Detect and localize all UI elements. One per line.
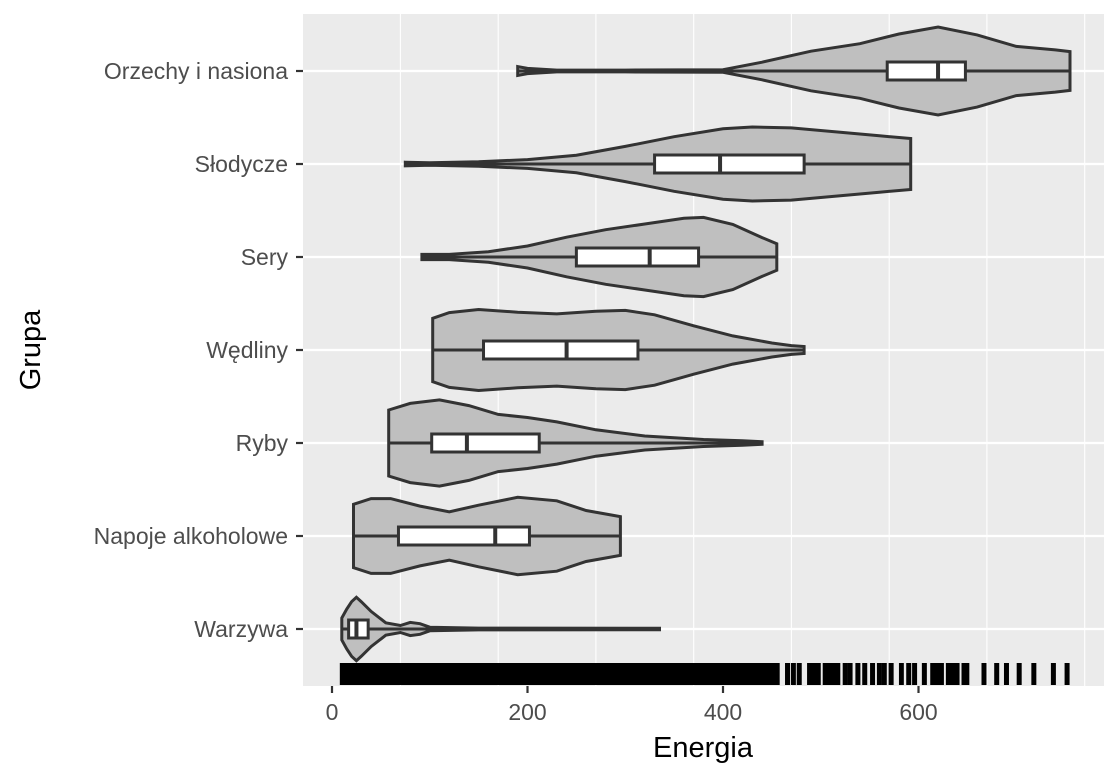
rug-tick (1064, 663, 1070, 685)
rug-tick (888, 663, 894, 685)
x-tick-label: 200 (508, 699, 546, 725)
y-tick-label: Wędliny (206, 337, 288, 363)
rug-tick (1003, 663, 1009, 685)
rug-tick (862, 663, 868, 685)
rug-block (807, 663, 821, 685)
box-5 (396, 525, 531, 547)
box-1 (653, 153, 806, 175)
y-axis-title: Grupa (15, 309, 47, 390)
rug-tick (1016, 663, 1022, 685)
rug-block (822, 663, 841, 685)
y-tick-label: Słodycze (195, 151, 288, 177)
y-tick-label: Ryby (236, 430, 289, 456)
rug-tick (881, 663, 887, 685)
rug-tick (842, 663, 848, 685)
y-tick-label: Warzywa (194, 616, 288, 642)
rug-marks (339, 663, 1070, 685)
rug-tick (870, 663, 876, 685)
violins (340, 25, 1072, 663)
rug-tick (790, 663, 796, 685)
y-tick-label: Napoje alkoholowe (94, 523, 288, 549)
box-2 (574, 246, 701, 268)
rug-tick (994, 663, 1000, 685)
x-axis-title: Energia (653, 732, 754, 764)
rug-tick (1031, 663, 1037, 685)
rug-tick (785, 663, 791, 685)
box-4 (430, 432, 541, 454)
y-tick-label: Sery (241, 244, 289, 270)
rug-tick (981, 663, 987, 685)
rug-tick (876, 663, 882, 685)
rug-tick (912, 663, 918, 685)
rug-tick (796, 663, 802, 685)
x-tick-label: 400 (704, 699, 742, 725)
axes: 0 200 400 600 Orzechy i nasiona Słodycze Sery W… (94, 58, 938, 725)
rug-tick (855, 663, 861, 685)
rug-tick (906, 663, 912, 685)
box-3 (482, 339, 640, 361)
rug-tick (847, 663, 853, 685)
rug-tick (921, 663, 927, 685)
y-tick-label: Orzechy i nasiona (104, 58, 288, 84)
rug-block (961, 663, 970, 685)
rug-block (945, 663, 960, 685)
x-tick-label: 0 (326, 699, 339, 725)
x-tick-label: 600 (899, 699, 937, 725)
rug-block (339, 663, 780, 685)
rug-block (930, 663, 944, 685)
rug-tick (1050, 663, 1056, 685)
box-0 (885, 60, 967, 82)
rug-block (898, 663, 904, 685)
